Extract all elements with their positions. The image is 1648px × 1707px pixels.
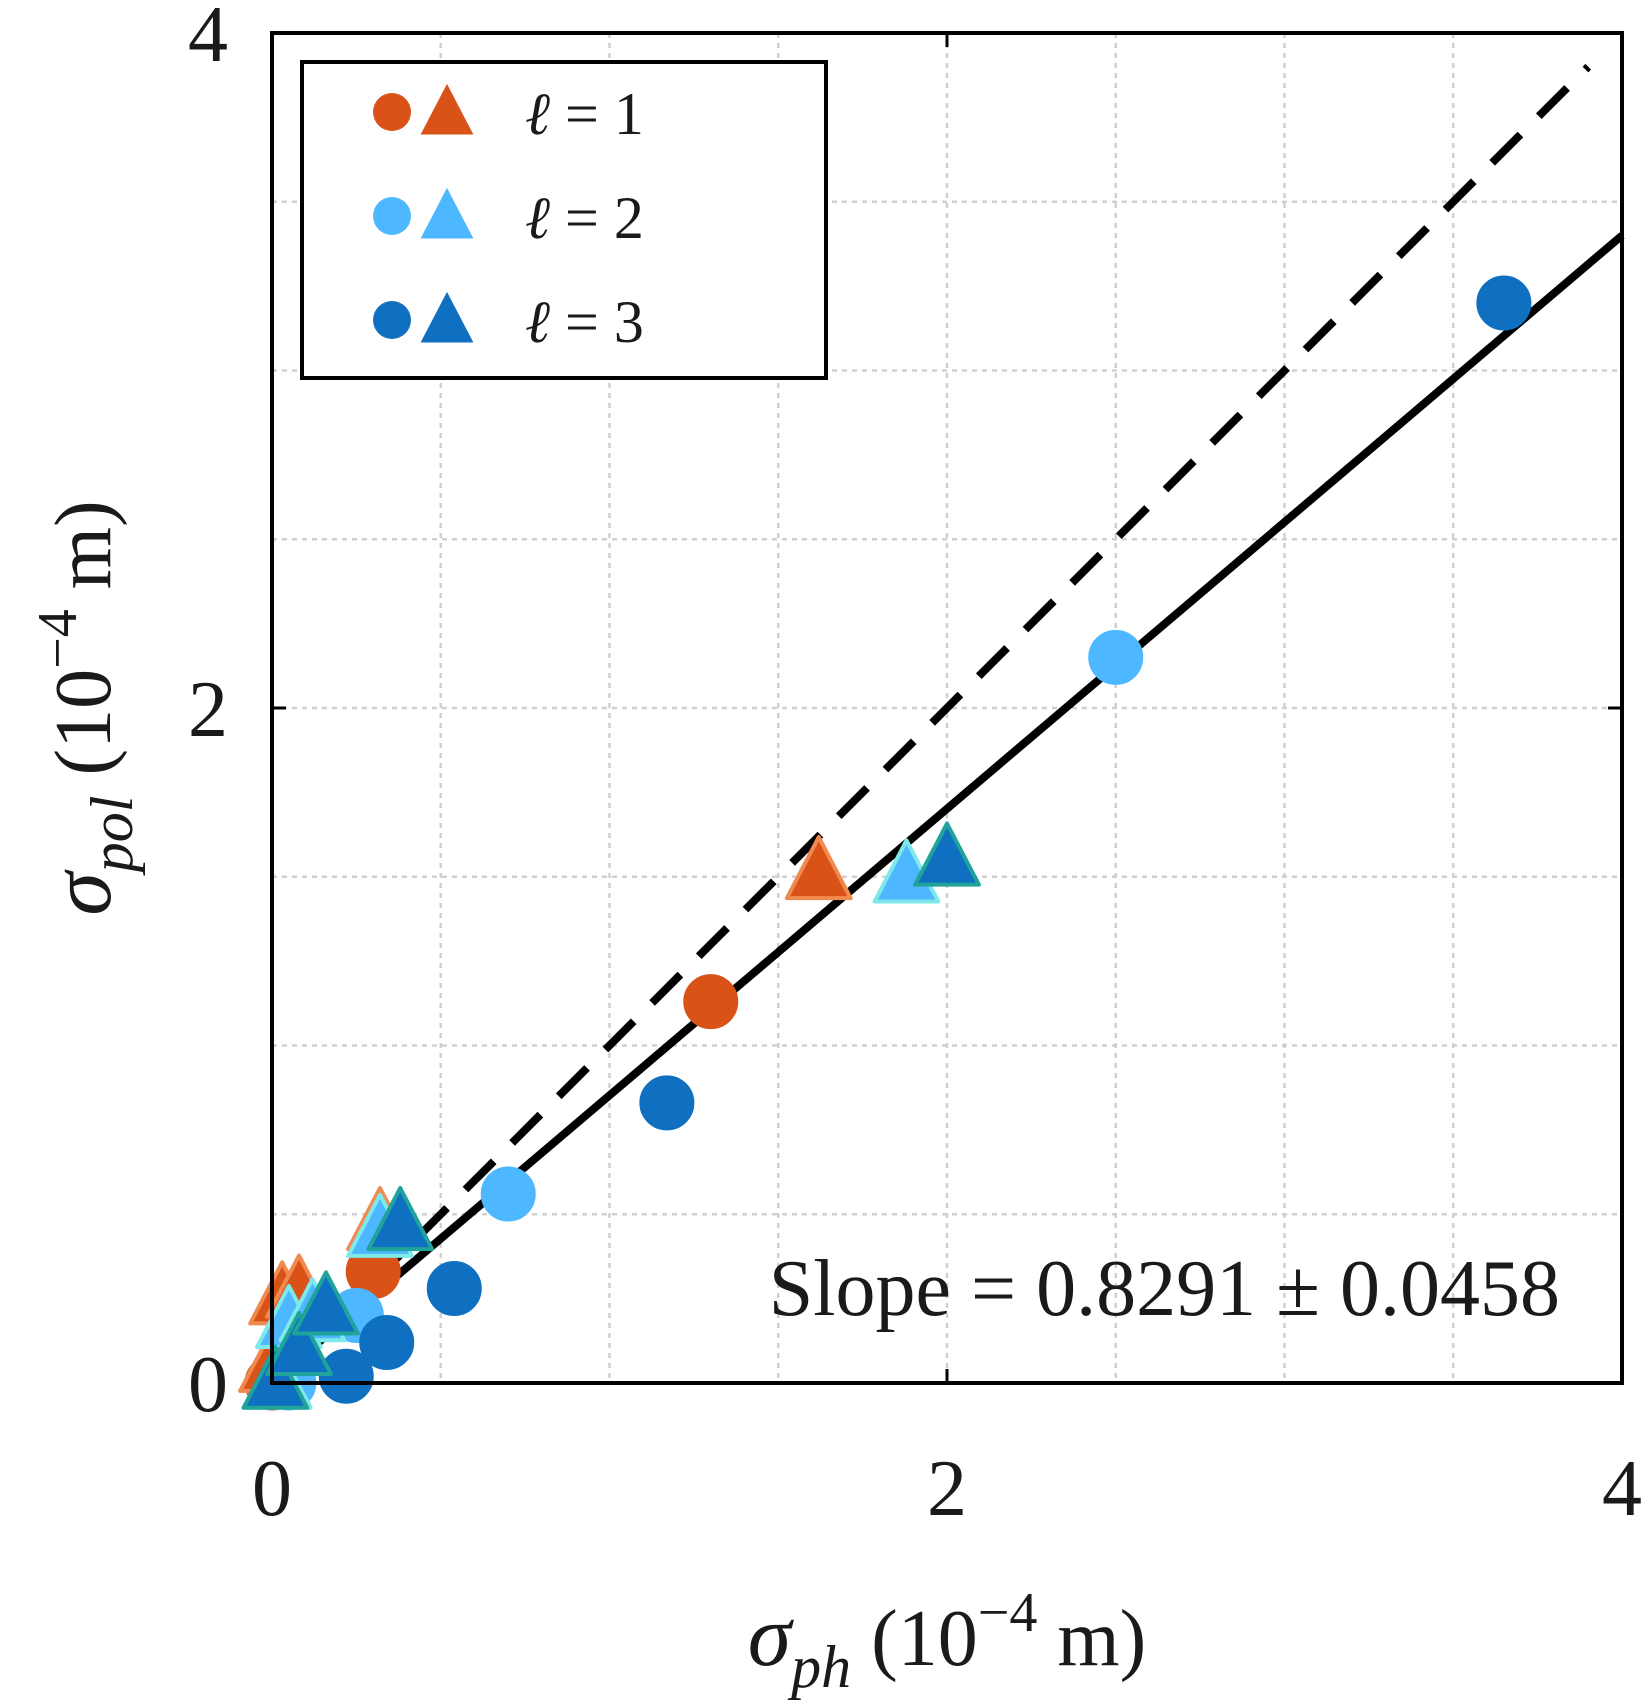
data-point-circle bbox=[359, 1315, 415, 1370]
data-point-triangle bbox=[913, 821, 981, 887]
x-tick-label: 0 bbox=[252, 1445, 292, 1533]
x-tick-label: 4 bbox=[1602, 1445, 1642, 1533]
x-tick-label: 2 bbox=[927, 1445, 967, 1533]
data-point-circle bbox=[1088, 629, 1144, 685]
legend-label: ℓ = 3 bbox=[525, 289, 644, 355]
y-axis-title: σpol (10−4 m) bbox=[27, 500, 145, 915]
legend-triangle-icon bbox=[420, 291, 474, 343]
legend: ℓ = 1 ℓ = 2 ℓ = 3 bbox=[300, 60, 828, 380]
data-point-circle bbox=[1476, 275, 1532, 331]
legend-circle-icon bbox=[373, 301, 411, 339]
data-point-triangle bbox=[292, 1270, 360, 1336]
data-point-circle bbox=[426, 1261, 482, 1316]
grid bbox=[272, 33, 1622, 1383]
data-point-circle bbox=[318, 1348, 374, 1404]
data-point-circle bbox=[683, 974, 739, 1030]
data-point-triangle bbox=[265, 1310, 333, 1377]
axis-ticks: 0 2 4 0 2 4 bbox=[188, 0, 1642, 1533]
x-axis-title: σph (10−4 m) bbox=[748, 1582, 1147, 1700]
y-tick-label: 4 bbox=[188, 0, 228, 79]
data-point-triangle bbox=[784, 835, 853, 901]
data-point-triangle bbox=[366, 1186, 435, 1252]
data-point-triangle bbox=[241, 1344, 310, 1410]
data-point-circle bbox=[639, 1075, 695, 1131]
legend-label: ℓ = 2 bbox=[525, 185, 644, 251]
legend-triangle-icon bbox=[420, 187, 474, 239]
y-tick-label: 0 bbox=[188, 1341, 228, 1429]
identity-line bbox=[275, 63, 1592, 1380]
legend-triangle-icon bbox=[420, 83, 474, 135]
data-markers bbox=[238, 275, 1532, 1411]
legend-circle-icon bbox=[373, 197, 411, 235]
y-tick-label: 2 bbox=[188, 666, 228, 754]
data-point-circle bbox=[480, 1166, 536, 1222]
legend-circle-icon bbox=[373, 93, 411, 131]
slope-annotation: Slope = 0.8291 ± 0.0458 bbox=[769, 1245, 1560, 1333]
legend-label: ℓ = 1 bbox=[525, 81, 644, 147]
fit-line bbox=[276, 232, 1625, 1380]
